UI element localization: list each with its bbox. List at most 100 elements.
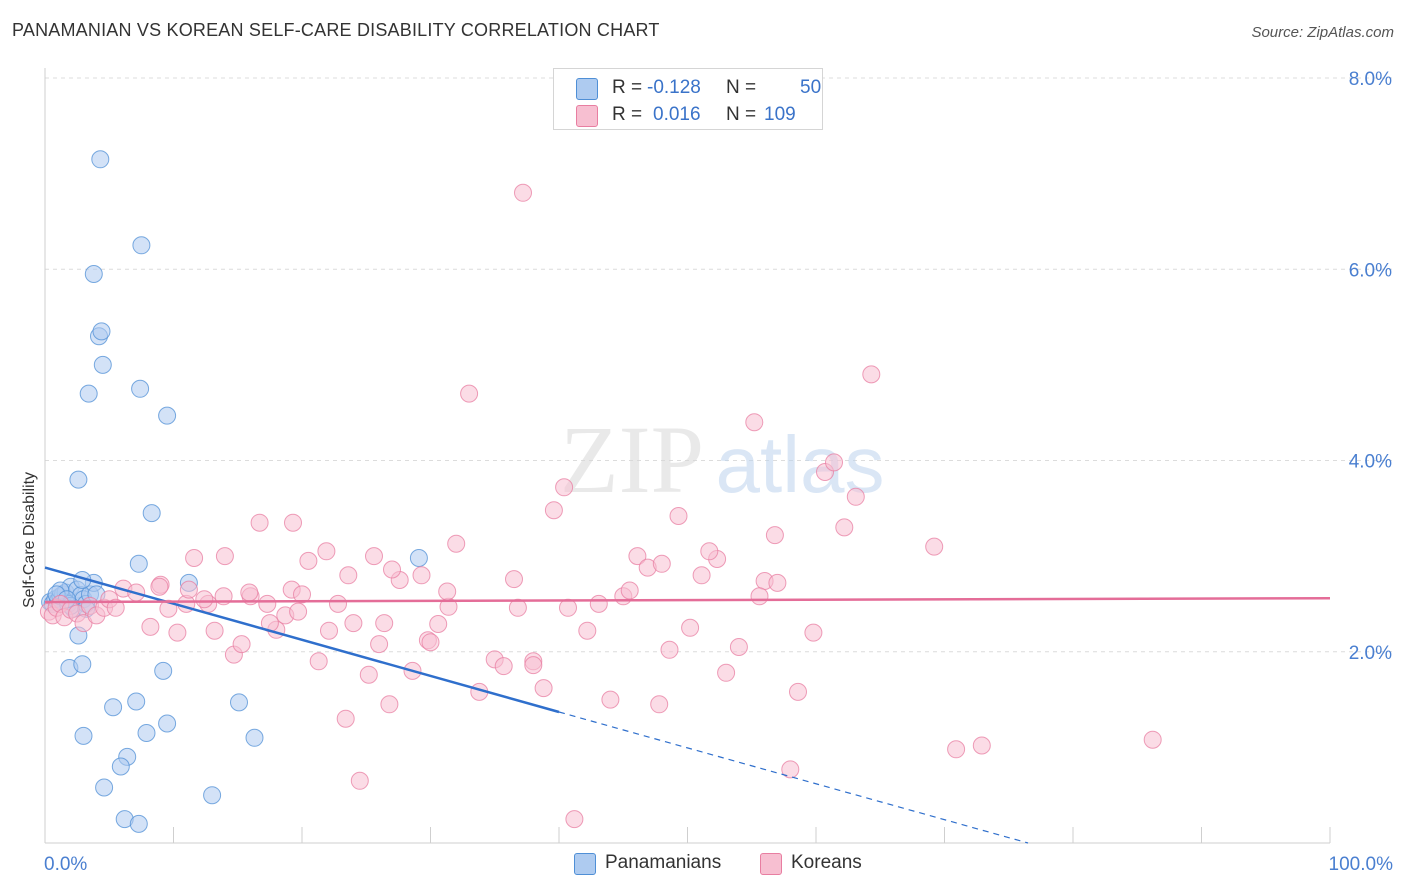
n-value: 109 — [764, 104, 796, 125]
korean-point — [293, 585, 311, 604]
panamanian-point — [245, 728, 264, 747]
panamanian-point — [132, 236, 151, 255]
panamanian-point — [131, 379, 150, 398]
korean-point — [565, 810, 584, 829]
korean-point — [846, 487, 865, 506]
korean-point — [370, 635, 389, 654]
source-credit: Source: ZipAtlas.com — [1251, 24, 1394, 41]
r-value: 0.016 — [653, 104, 701, 125]
korean-point — [195, 590, 214, 609]
korean-point — [524, 656, 543, 675]
korean-point — [215, 547, 234, 566]
panamanians-points — [41, 150, 428, 833]
x-tick-label: 100.0% — [1329, 854, 1394, 875]
legend-label-koreans: Koreans — [791, 852, 862, 873]
korean-point — [534, 679, 553, 698]
korean-point — [620, 581, 639, 600]
korean-point — [299, 551, 318, 570]
korean-point — [106, 598, 125, 617]
korean-point — [750, 587, 769, 606]
panamanian-point — [127, 692, 146, 711]
tick-labels: 2.0% 4.0% 6.0% 8.0% 0.0% 100.0% — [44, 69, 1393, 875]
panamanian-point — [137, 724, 156, 742]
panamanian-point — [154, 661, 173, 680]
korean-point — [317, 542, 336, 561]
y-axis-label: Self-Care Disability — [21, 471, 38, 609]
y-tick-label: 6.0% — [1349, 260, 1392, 281]
korean-point — [745, 413, 764, 432]
koreans-swatch — [760, 853, 782, 875]
korean-point — [925, 537, 944, 556]
chart-title: PANAMANIAN VS KOREAN SELF-CARE DISABILIT… — [12, 20, 660, 40]
korean-point — [460, 384, 479, 403]
korean-point — [375, 614, 394, 633]
korean-point — [320, 621, 338, 640]
panamanians-swatch — [576, 78, 598, 100]
panamanian-point — [203, 786, 222, 805]
korean-point — [421, 633, 440, 652]
panamanians-trend-extension — [558, 711, 1029, 844]
r-value: -0.128 — [647, 77, 701, 98]
x-tick-label: 0.0% — [44, 854, 87, 875]
korean-point — [804, 623, 823, 642]
korean-point — [768, 573, 787, 592]
korean-point — [284, 513, 302, 532]
korean-point — [344, 614, 363, 633]
panamanian-point — [111, 757, 130, 776]
korean-point — [835, 518, 854, 537]
korean-point — [380, 695, 399, 714]
panamanian-point — [158, 714, 177, 733]
koreans-swatch — [576, 105, 598, 127]
watermark-zip: ZIP — [560, 406, 704, 513]
korean-point — [781, 760, 800, 779]
panamanian-point — [74, 726, 93, 745]
korean-point — [179, 580, 198, 599]
korean-point — [1143, 730, 1162, 749]
panamanian-point — [158, 406, 177, 425]
r-label: R = — [612, 77, 643, 98]
axes — [44, 68, 1331, 844]
y-tick-label: 4.0% — [1349, 452, 1392, 473]
grid-lines — [45, 77, 1392, 653]
korean-point — [589, 594, 608, 613]
korean-point — [289, 602, 308, 621]
panamanian-point — [142, 504, 161, 523]
korean-point — [359, 665, 378, 684]
trend-lines — [44, 566, 1331, 844]
korean-point — [555, 478, 574, 497]
legend-label-panamanians: Panamanians — [605, 852, 722, 873]
korean-point — [309, 652, 328, 671]
panamanian-point — [73, 655, 92, 674]
korean-point — [972, 736, 991, 755]
korean-point — [205, 621, 224, 640]
korean-point — [447, 534, 466, 553]
korean-point — [412, 566, 431, 585]
panamanian-point — [104, 698, 123, 717]
panamanian-point — [84, 265, 103, 283]
korean-point — [628, 547, 647, 566]
korean-point — [168, 623, 187, 642]
korean-point — [329, 594, 347, 613]
korean-point — [150, 577, 169, 596]
korean-point — [240, 583, 259, 602]
korean-point — [339, 566, 358, 585]
panamanian-point — [95, 778, 114, 797]
korean-point — [494, 657, 513, 676]
korean-point — [429, 615, 448, 633]
panamanian-point — [230, 693, 248, 712]
correlation-legend: R = -0.128 N = 50 R = 0.016 N = 109 — [553, 68, 823, 130]
korean-point — [789, 682, 807, 701]
r-label: R = — [612, 104, 643, 125]
korean-point — [717, 663, 736, 682]
korean-point — [729, 638, 748, 656]
korean-point — [825, 453, 843, 472]
korean-point — [652, 554, 671, 573]
korean-point — [765, 526, 784, 545]
korean-point — [232, 635, 251, 654]
panamanian-point — [92, 322, 111, 341]
korean-point — [650, 695, 669, 714]
korean-point — [660, 640, 679, 659]
korean-point — [185, 549, 204, 567]
korean-point — [559, 598, 577, 617]
